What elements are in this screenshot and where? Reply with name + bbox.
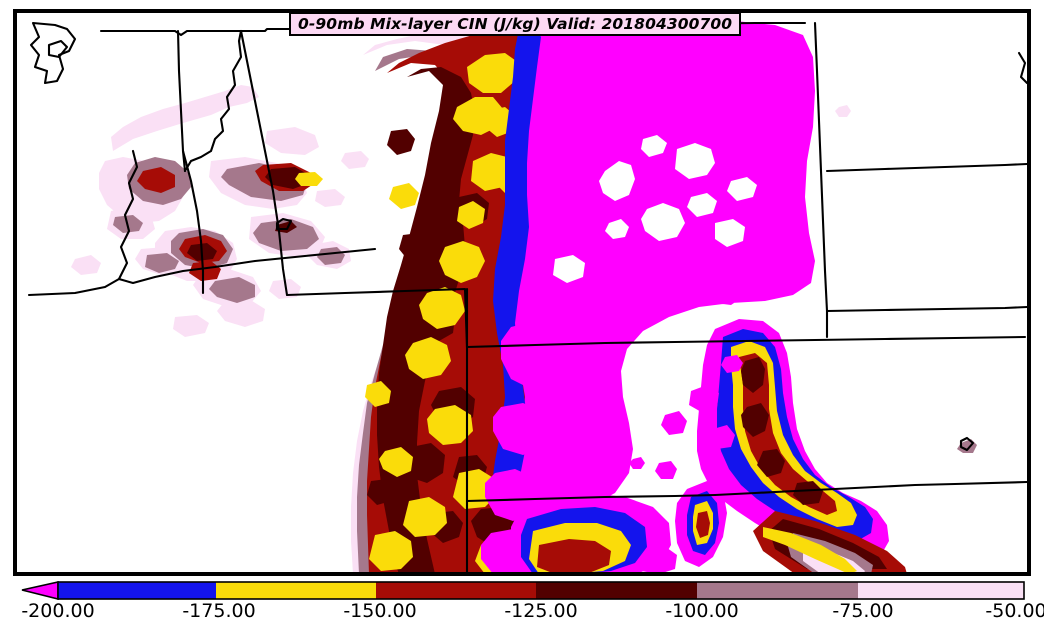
contour-feature-east-maroon [741, 357, 823, 505]
colorbar-band-maroon [536, 582, 697, 599]
colorbar-extend-min-arrow [21, 581, 59, 600]
border-or-id [181, 149, 205, 295]
colorbar-swatches [21, 581, 1025, 600]
colorbar-tick--150: -150.00 [343, 600, 417, 622]
border-mt-id [239, 29, 289, 297]
border-wa-id [176, 29, 187, 173]
contour-feature-small-lobe [675, 481, 727, 567]
colorbar-band-mauve [697, 582, 858, 599]
border-mt-nd [813, 21, 829, 339]
lake-sakakawea [1017, 51, 1029, 85]
coastline-detail [47, 39, 69, 59]
coastline-puget-sound [29, 21, 77, 85]
border-id-mt [183, 29, 243, 173]
contour-band-darkred-nw [137, 163, 315, 281]
colorbar-tick--75: -75.00 [832, 600, 894, 622]
contour-spot-yellow-nw [295, 172, 323, 186]
contour-fill-layer [71, 21, 977, 574]
border-wy-south [465, 493, 717, 503]
colorbar-tick--125: -125.00 [504, 600, 578, 622]
colorbar-tick--100: -100.00 [665, 600, 739, 622]
contour-band-blue-magenta-rim [491, 25, 541, 505]
border-sd-ne [825, 305, 1029, 313]
border-mt-wy [465, 335, 1027, 349]
colorbar-band-yellow [216, 582, 376, 599]
colorbar-tick--200: -200.00 [21, 600, 95, 622]
contour-south-mass [511, 493, 671, 574]
border-id-ut [285, 287, 469, 349]
contour-extend-magenta-north [511, 21, 815, 511]
contour-band-mauve-nw [113, 157, 345, 303]
contour-holes-white [553, 135, 757, 283]
border-nd-sd [825, 162, 1029, 173]
colorbar-band-blue [58, 582, 216, 599]
border-co-ne [713, 480, 1029, 497]
border-wa-or [27, 247, 377, 297]
contour-magenta-west-fingers [481, 321, 575, 574]
page-title: 0-90mb Mix-layer CIN (J/kg) Valid: 20180… [298, 15, 733, 33]
colorbar-tick--175: -175.00 [182, 600, 256, 622]
colorbar-band-lightpink [858, 582, 1024, 599]
contour-band-light-pink [71, 85, 369, 337]
lake-mark [275, 217, 293, 231]
cin-contour-map [15, 11, 1029, 574]
contour-feature-east-firebrick [739, 353, 837, 515]
map-title-box: 0-90mb Mix-layer CIN (J/kg) Valid: 20180… [289, 12, 742, 36]
colorbar-band-firebrick [376, 582, 536, 599]
geography-boundaries [27, 21, 1029, 574]
contour-southeast-tail [753, 511, 907, 574]
colorbar-tick-labels: -200.00 -175.00 -150.00 -125.00 -100.00 … [0, 600, 1044, 633]
river-snake [117, 149, 139, 281]
colorbar[interactable]: -200.00 -175.00 -150.00 -125.00 -100.00 … [0, 578, 1044, 633]
map-panel[interactable] [13, 9, 1031, 576]
colorbar-outline [57, 581, 1025, 600]
colorbar-tick--50: -50.00 [985, 600, 1044, 622]
lake-mark-2 [959, 436, 975, 452]
